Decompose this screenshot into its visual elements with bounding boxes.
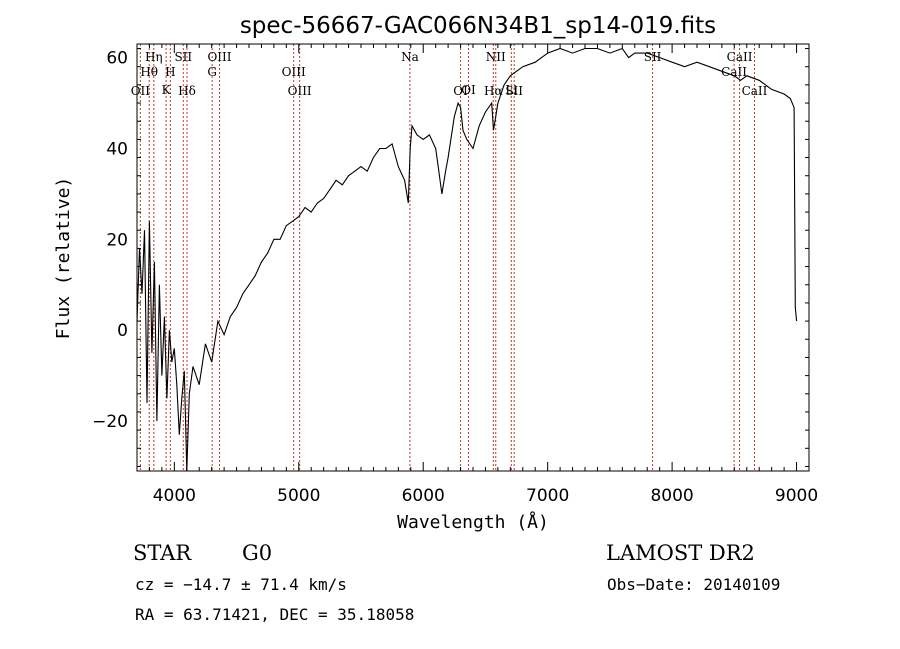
y-tick-label: −20 bbox=[92, 412, 128, 432]
line-label: Li bbox=[505, 83, 517, 97]
object-subclass: G0 bbox=[242, 541, 272, 565]
x-tick-label: 9000 bbox=[775, 486, 818, 506]
x-tick-label: 8000 bbox=[650, 486, 693, 506]
line-label: Hα bbox=[484, 84, 503, 98]
y-axis-label: Flux (relative) bbox=[53, 177, 74, 340]
line-label: NII bbox=[486, 50, 506, 64]
line-label: CaII bbox=[727, 50, 753, 64]
spectral-line-markers bbox=[139, 44, 755, 471]
line-label: CaII bbox=[742, 84, 768, 98]
y-tick-label: 60 bbox=[106, 49, 128, 69]
chart-title: spec-56667-GAC066N34B1_sp14-019.fits bbox=[240, 13, 716, 39]
x-tick-label: 5000 bbox=[277, 486, 320, 506]
line-label: OIII bbox=[288, 84, 312, 98]
y-tick-label: 0 bbox=[117, 321, 128, 341]
x-tick-label: 4000 bbox=[153, 486, 196, 506]
y-axis: −20 0 20 40 60 bbox=[92, 48, 809, 467]
object-class: STAR bbox=[133, 541, 192, 565]
line-label: SII bbox=[505, 84, 523, 98]
line-label: CaII bbox=[721, 65, 747, 79]
y-tick-label: 20 bbox=[106, 230, 128, 250]
x-tick-label: 7000 bbox=[526, 486, 569, 506]
line-label: OIII bbox=[282, 65, 306, 79]
line-label: Hη bbox=[145, 50, 163, 64]
line-label: OI bbox=[461, 83, 476, 97]
survey-name: LAMOST DR2 bbox=[606, 541, 755, 565]
line-label: Hθ bbox=[140, 65, 158, 79]
x-axis: 4000 5000 6000 7000 8000 9000 bbox=[136, 44, 818, 506]
plot-frame bbox=[136, 43, 810, 472]
x-axis-label: Wavelength (Å) bbox=[397, 511, 549, 533]
line-label: G bbox=[207, 65, 217, 79]
redshift-readout: cz = −14.7 ± 71.4 km/s bbox=[135, 575, 347, 594]
line-label: OIII bbox=[207, 50, 231, 64]
line-label: Na bbox=[401, 50, 419, 64]
x-tick-label: 6000 bbox=[402, 486, 445, 506]
y-tick-label: 40 bbox=[106, 139, 128, 159]
observation-date: Obs−Date: 20140109 bbox=[607, 575, 780, 594]
line-label: SII bbox=[174, 50, 192, 64]
line-label: OI bbox=[453, 84, 468, 98]
line-label: H bbox=[165, 65, 175, 79]
spectrum-line bbox=[136, 47, 798, 472]
line-label: OII bbox=[131, 84, 151, 98]
line-label: Hδ bbox=[178, 84, 196, 98]
coordinates-readout: RA = 63.71421, DEC = 35.18058 bbox=[135, 605, 414, 624]
line-label: K bbox=[162, 83, 172, 97]
